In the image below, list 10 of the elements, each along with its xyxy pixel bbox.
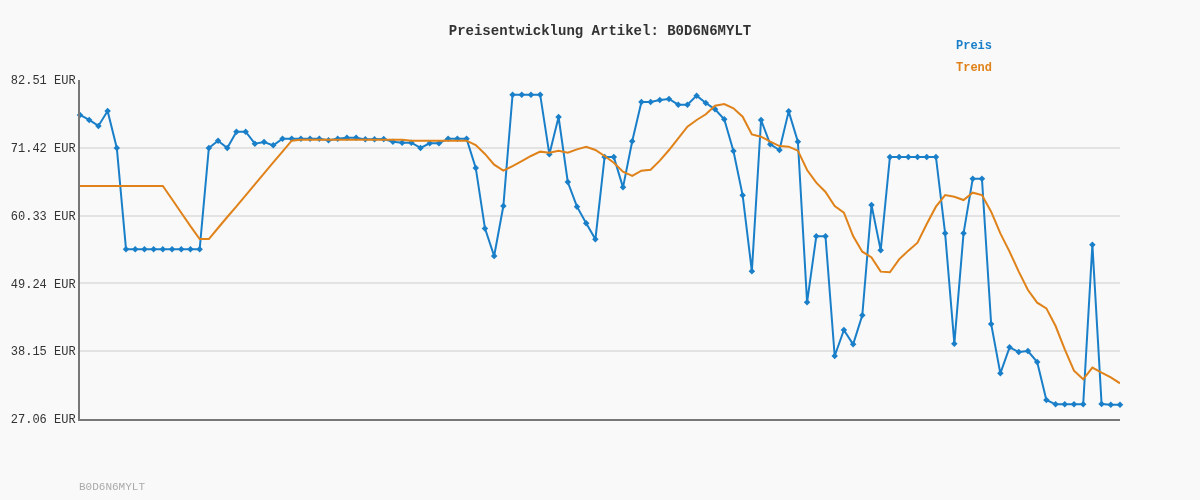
text: Preis [956, 39, 993, 53]
text: B0D6N6MYLT [79, 481, 146, 493]
y-tick-label: 82.51 EUR [10, 74, 76, 89]
y-tick-label: 38.15 EUR [10, 345, 76, 360]
y-tick-label: 49.24 EUR [10, 277, 76, 292]
y-tick-label: 60.33 EUR [10, 209, 76, 224]
chart-title: Preisentwicklung Artikel: B0D6N6MYLT [448, 22, 752, 39]
text: Trend [956, 61, 993, 75]
y-tick-label: 71.42 EUR [10, 142, 76, 156]
y-tick-label: 27.06 EUR [10, 413, 76, 428]
